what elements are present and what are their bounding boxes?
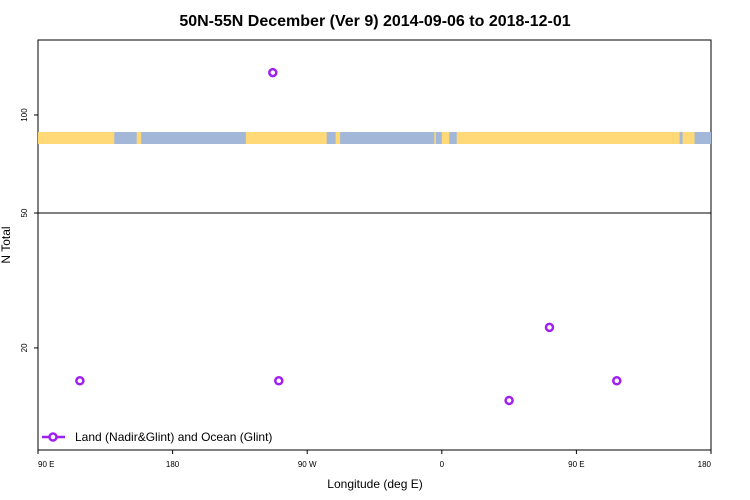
- upper-panel-frame: [37, 39, 712, 214]
- land-ocean-strip: [38, 131, 711, 144]
- x-axis: 90 E 180 90 W 0 90 E 180: [37, 450, 712, 469]
- upper-panel: 100 50: [20, 39, 712, 217]
- legend-label: Land (Nadir&Glint) and Ocean (Glint): [75, 430, 272, 444]
- x-tick-label: 180: [698, 460, 712, 469]
- data-point: [268, 67, 278, 78]
- y-tick-label: 100: [20, 108, 29, 122]
- x-tick-label: 90 E: [38, 460, 54, 469]
- x-tick-label: 0: [440, 460, 445, 469]
- land-segment: [456, 131, 674, 144]
- data-points: [75, 67, 622, 406]
- x-tick-label: 90 E: [568, 460, 584, 469]
- land-segment: [434, 131, 436, 144]
- chart-title: 50N-55N December (Ver 9) 2014-09-06 to 2…: [179, 13, 570, 30]
- x-tick-label: 180: [166, 460, 180, 469]
- data-point: [504, 395, 514, 406]
- y-tick-label: 20: [20, 343, 29, 352]
- x-axis-label: Longitude (deg E): [327, 477, 422, 491]
- legend-marker: [48, 432, 58, 442]
- land-segment: [136, 131, 142, 144]
- data-point: [544, 322, 555, 333]
- upper-y-axis: 100 50: [20, 108, 38, 217]
- lower-panel: 20: [20, 212, 712, 451]
- land-segment: [245, 131, 327, 144]
- land-segment: [38, 131, 115, 144]
- lower-y-axis: 20: [20, 343, 38, 352]
- land-segment: [335, 131, 341, 144]
- x-tick-label: 90 W: [298, 460, 317, 469]
- land-segment: [441, 131, 450, 144]
- land-segment: [682, 131, 695, 144]
- y-tick-label: 50: [20, 208, 29, 217]
- data-point: [274, 376, 284, 386]
- data-point: [612, 376, 622, 386]
- land-segment: [673, 131, 680, 144]
- legend: Land (Nadir&Glint) and Ocean (Glint): [42, 430, 272, 444]
- data-point: [75, 376, 85, 386]
- y-axis-label: N Total: [0, 226, 13, 263]
- lower-panel-frame: [37, 212, 712, 451]
